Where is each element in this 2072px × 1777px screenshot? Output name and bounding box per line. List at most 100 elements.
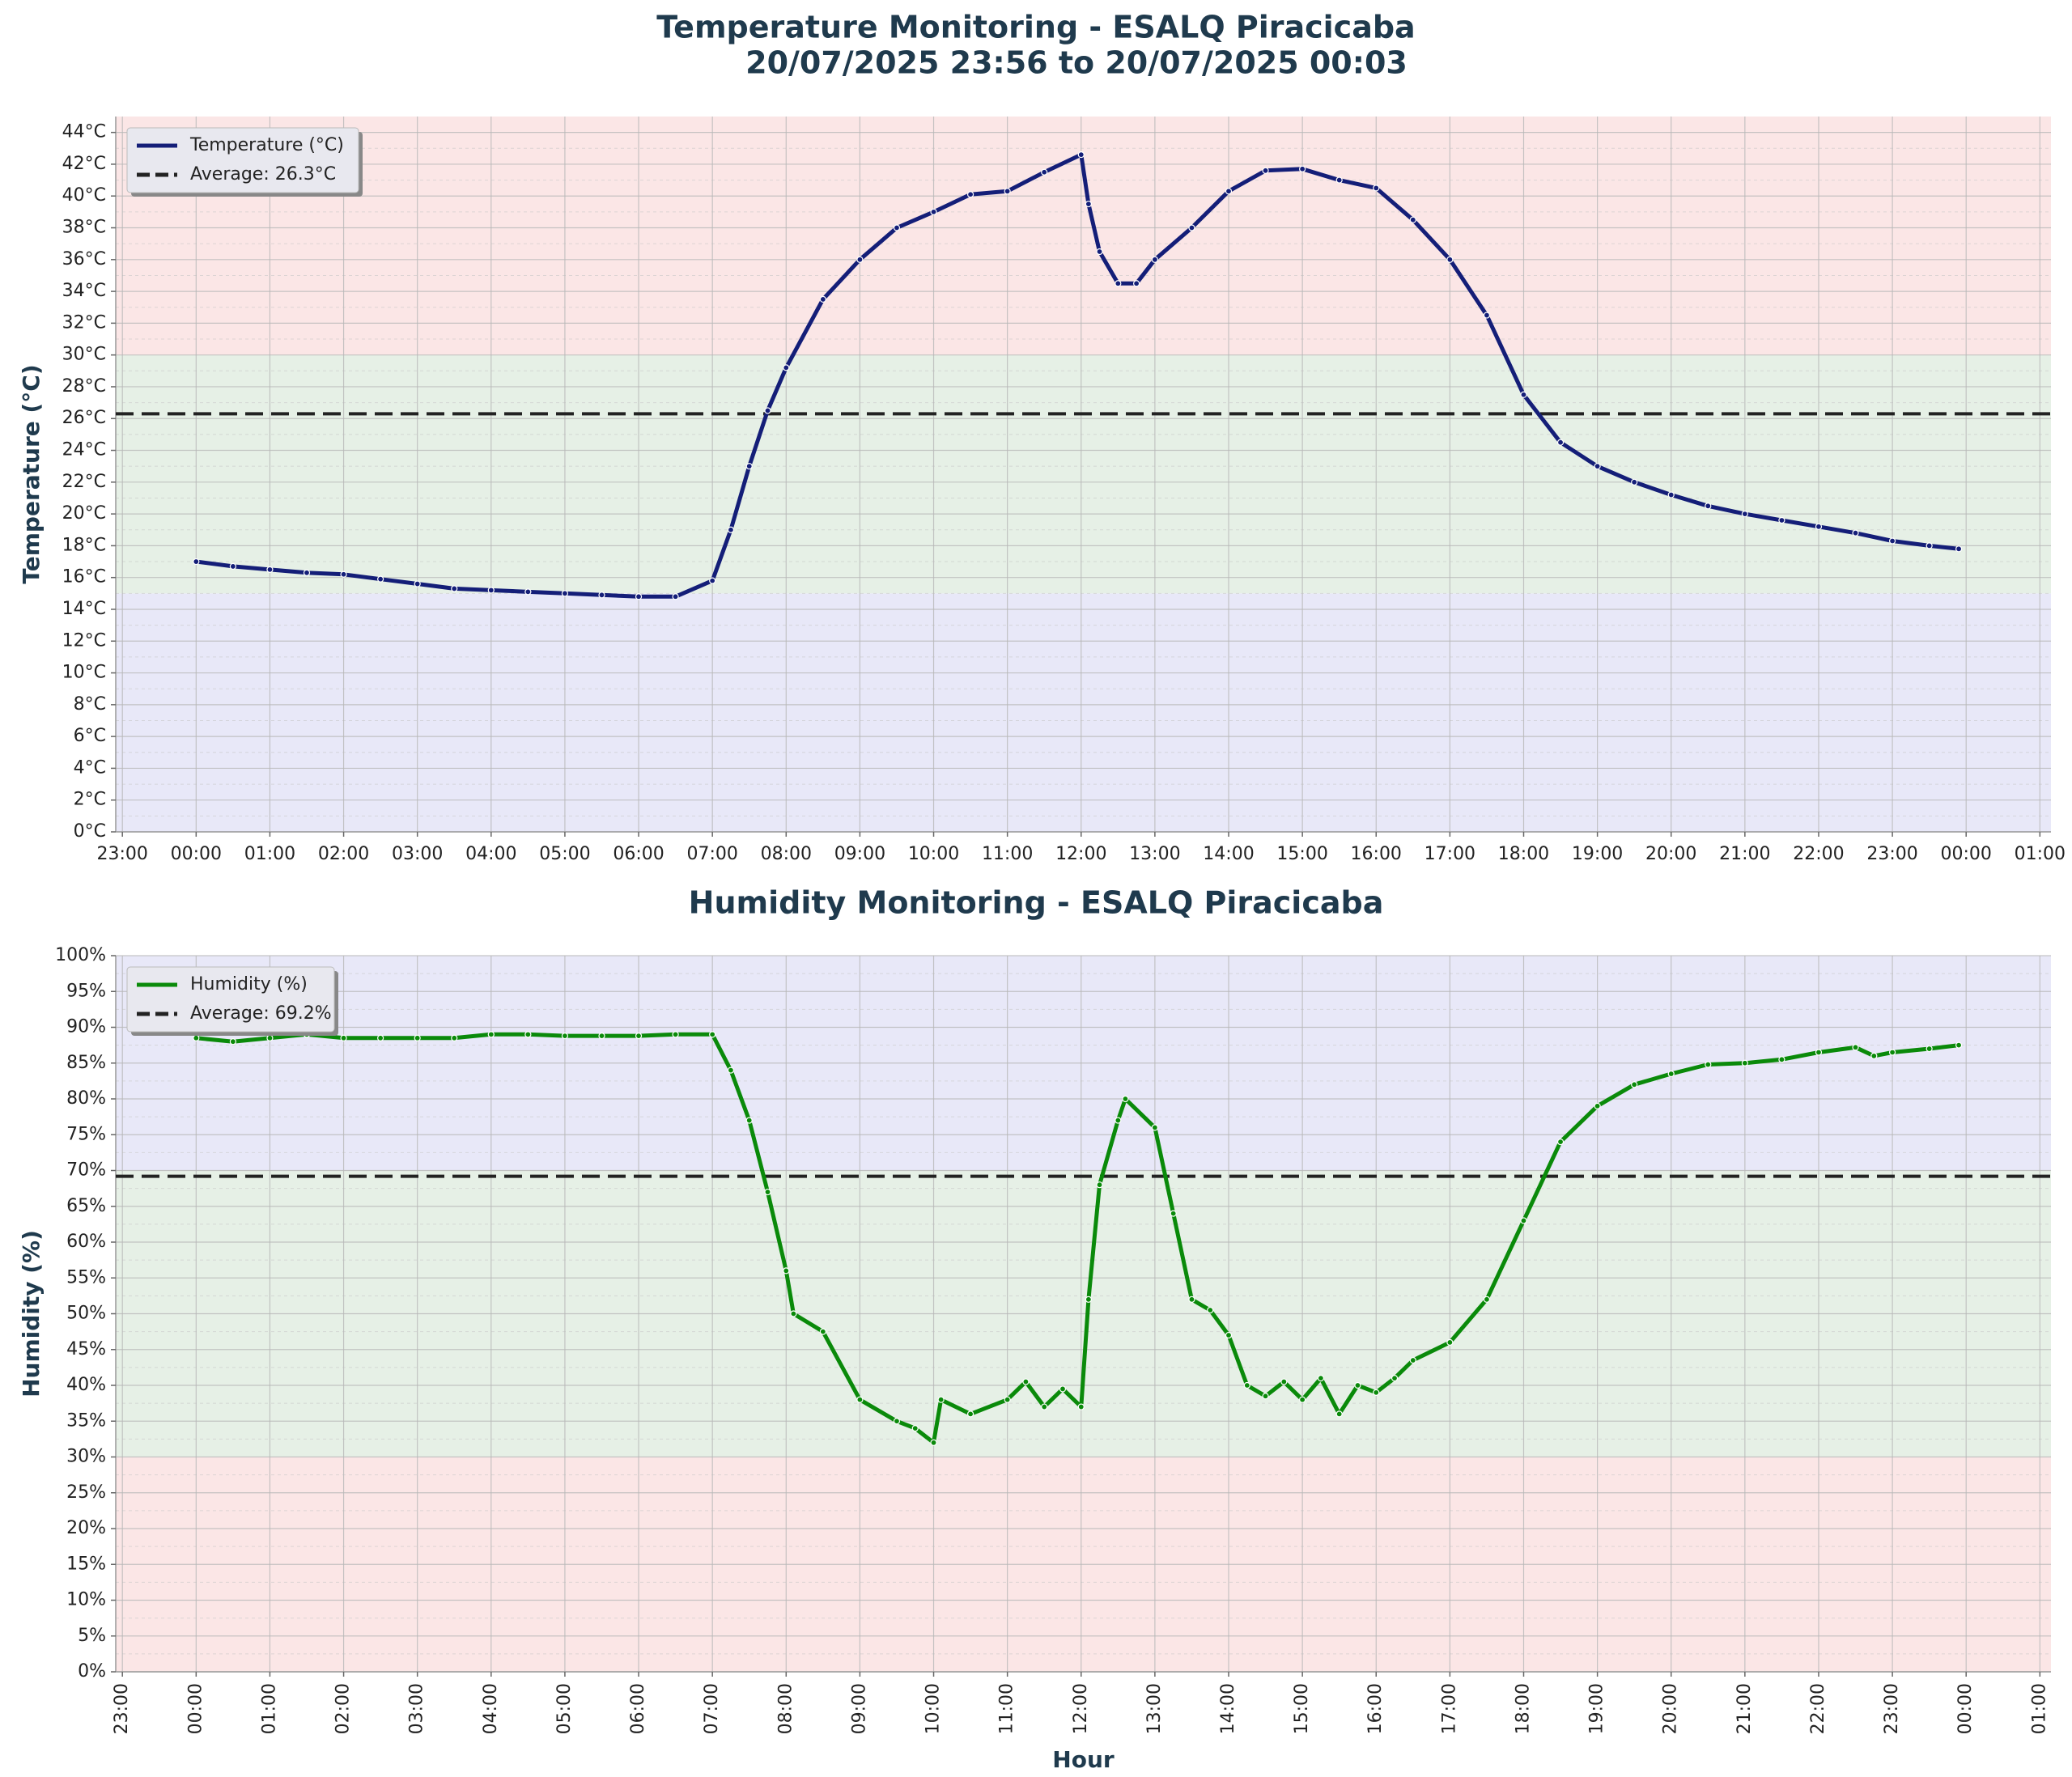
data-point: [1022, 1378, 1030, 1385]
data-point: [1077, 1403, 1085, 1410]
data-point: [1556, 439, 1565, 446]
x-tick-label: 02:00: [318, 844, 369, 864]
legend: Humidity (%) Average: 69.2%: [126, 966, 338, 1036]
y-tick-label: 65%: [66, 1196, 106, 1216]
data-point: [856, 1396, 864, 1403]
y-tick-label: 95%: [66, 981, 106, 1001]
data-point: [1483, 312, 1491, 319]
chart-subtitle: 20/07/2025 23:56 to 20/07/2025 00:03: [745, 45, 1408, 81]
y-tick-label: 20%: [66, 1518, 106, 1538]
legend-box: [126, 966, 335, 1033]
data-point: [1955, 1041, 1963, 1049]
data-point: [1852, 1044, 1859, 1051]
data-point: [598, 1033, 605, 1040]
x-tick-label: 08:00: [761, 844, 812, 864]
data-point: [1446, 1338, 1454, 1347]
y-tick-label: 24°C: [62, 440, 106, 460]
x-tick-label: 05:00: [554, 1683, 575, 1734]
data-point: [229, 1038, 236, 1045]
data-point: [598, 592, 605, 599]
x-tick-label: 16:00: [1365, 1683, 1386, 1734]
y-tick-label: 40°C: [62, 185, 106, 206]
y-tick-label: 16°C: [62, 567, 106, 587]
chart-title: Humidity Monitoring - ESALQ Piracicaba: [689, 885, 1384, 921]
x-tick-label: 23:00: [96, 844, 147, 864]
data-point: [451, 585, 458, 592]
data-point: [893, 224, 901, 231]
legend: Temperature (°C) Average: 26.3°C: [126, 127, 363, 197]
data-point: [672, 593, 679, 600]
data-point: [1041, 1403, 1048, 1410]
y-tick-label: 32°C: [62, 312, 106, 333]
data-point: [709, 1031, 716, 1038]
data-point: [1151, 1124, 1158, 1131]
y-tick-label: 80%: [66, 1088, 106, 1109]
data-point: [266, 1034, 274, 1041]
y-tick-label: 45%: [66, 1339, 106, 1359]
data-point: [930, 1439, 937, 1446]
data-point: [1870, 1052, 1878, 1060]
data-point: [1354, 1381, 1361, 1389]
data-point: [487, 587, 495, 594]
data-point: [303, 569, 311, 576]
data-point: [1225, 188, 1233, 195]
x-tick-label: 14:00: [1218, 1683, 1238, 1734]
x-tick-label: 15:00: [1276, 844, 1327, 864]
data-point: [1852, 529, 1859, 536]
data-point: [1955, 545, 1963, 553]
y-tick-label: 70%: [66, 1160, 106, 1181]
y-tick-label: 18°C: [62, 535, 106, 555]
data-point: [266, 566, 274, 573]
data-point: [1059, 1385, 1067, 1393]
data-point: [1077, 151, 1085, 159]
y-tick-label: 4°C: [74, 757, 106, 778]
y-tick-label: 55%: [66, 1267, 106, 1287]
x-tick-label: 17:00: [1439, 1683, 1459, 1734]
x-tick-label: 14:00: [1203, 844, 1254, 864]
x-tick-label: 01:00: [2029, 1683, 2049, 1734]
x-tick-label: 19:00: [1587, 1683, 1607, 1734]
y-tick-label: 85%: [66, 1053, 106, 1073]
x-tick-label: 21:00: [1734, 1683, 1755, 1734]
data-point: [937, 1396, 945, 1403]
data-point: [819, 1328, 826, 1335]
x-tick-label: 18:00: [1498, 844, 1549, 864]
x-tick-label: 06:00: [628, 1683, 648, 1734]
data-point: [1391, 1375, 1399, 1382]
data-point: [451, 1034, 458, 1041]
y-tick-label: 100%: [55, 945, 106, 965]
y-tick-label: 60%: [66, 1232, 106, 1252]
data-point: [911, 1424, 919, 1432]
legend-label: Average: 26.3°C: [190, 164, 336, 184]
x-tick-label: 19:00: [1572, 844, 1623, 864]
data-point: [745, 1117, 753, 1124]
x-axis-label: Hour: [1052, 1746, 1115, 1773]
legend-label: Average: 69.2%: [190, 1003, 332, 1024]
data-point: [1815, 1049, 1823, 1056]
data-point: [966, 191, 974, 198]
x-tick-label: 11:00: [982, 844, 1033, 864]
y-tick-label: 12°C: [62, 630, 106, 651]
data-point: [1133, 280, 1140, 287]
data-point: [1096, 1181, 1103, 1189]
data-point: [709, 577, 716, 584]
data-point: [1151, 256, 1158, 263]
data-point: [783, 1267, 790, 1274]
y-tick-label: 10%: [66, 1590, 106, 1610]
data-point: [1115, 1117, 1122, 1124]
y-tick-label: 8°C: [74, 694, 106, 715]
data-point: [1815, 523, 1823, 530]
data-point: [893, 1418, 901, 1425]
data-point: [229, 562, 236, 570]
data-point: [487, 1031, 495, 1038]
data-point: [1520, 1217, 1527, 1224]
data-point: [635, 1033, 643, 1040]
data-point: [524, 1031, 532, 1038]
x-tick-label: 20:00: [1661, 1683, 1681, 1734]
data-point: [672, 1031, 679, 1038]
x-tick-label: 02:00: [333, 1683, 354, 1734]
x-tick-label: 06:00: [613, 844, 664, 864]
data-point: [1243, 1381, 1250, 1389]
data-point: [1335, 176, 1343, 184]
data-point: [966, 1410, 974, 1418]
